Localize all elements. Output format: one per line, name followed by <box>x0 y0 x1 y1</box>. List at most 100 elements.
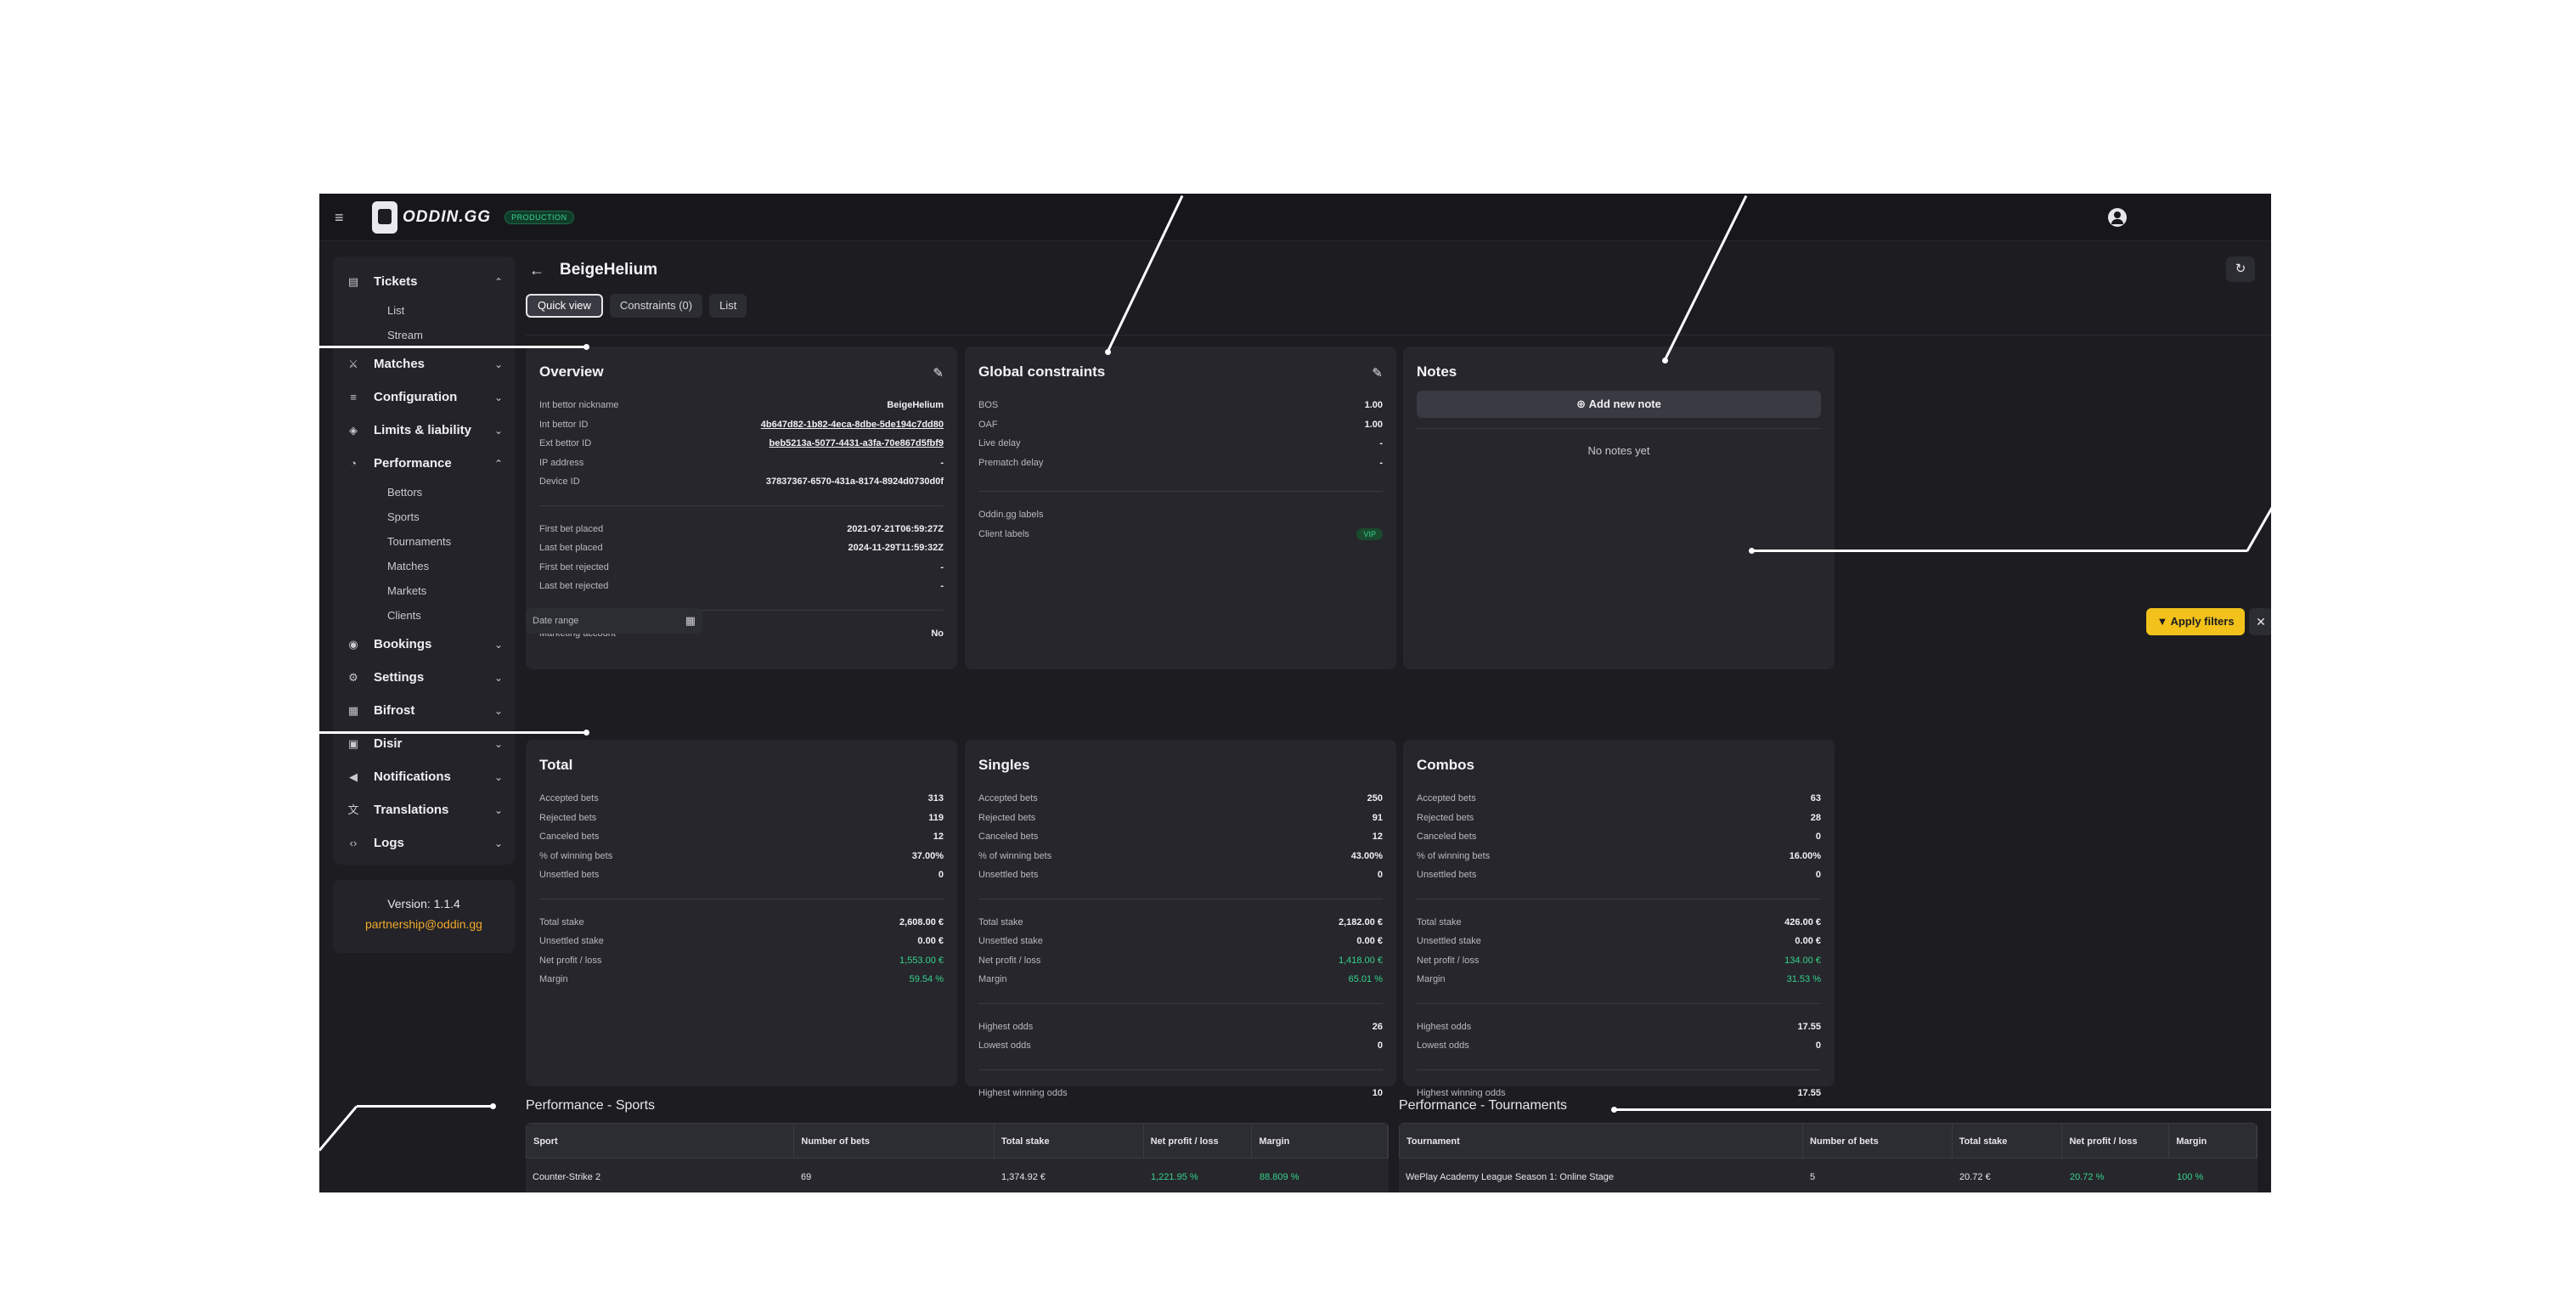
user-account-icon[interactable] <box>2108 208 2127 227</box>
sidebar-subitem-sports[interactable]: Sports <box>387 510 420 523</box>
sidebar-item-performance[interactable]: ◔ Performance ⌃ <box>333 447 515 480</box>
stats-card-title: Singles <box>978 757 1030 773</box>
notes-title: Notes <box>1417 364 1457 380</box>
back-arrow-icon[interactable]: ← <box>529 262 544 279</box>
environment-badge: PRODUCTION <box>504 211 574 224</box>
apply-filters-button[interactable]: ▼ Apply filters <box>2146 608 2245 635</box>
divider <box>539 609 944 611</box>
sidebar-item-label: Configuration <box>374 390 458 404</box>
info-value: - <box>940 561 944 572</box>
contact-email-link[interactable]: partnership@oddin.gg <box>365 917 482 931</box>
stat-row: Margin 31.53 % <box>1417 970 1821 989</box>
stat-label: % of winning bets <box>539 850 613 861</box>
stat-row: Unsettled bets 0 <box>539 865 944 885</box>
sidebar-item-limits-liability[interactable]: ◈ Limits & liability ⌄ <box>333 414 515 447</box>
sidebar-subitem-tournaments[interactable]: Tournaments <box>387 535 452 548</box>
info-label: Int bettor nickname <box>539 400 619 411</box>
add-note-button[interactable]: ⊕ Add new note <box>1417 391 1821 418</box>
gear-icon: ⚙ <box>348 670 358 684</box>
info-label: OAF <box>978 419 998 430</box>
tab-constraints[interactable]: Constraints (0) <box>609 294 703 318</box>
stat-label: Highest odds <box>978 1021 1034 1032</box>
sidebar-item-label: Settings <box>374 670 425 685</box>
column-header-number-of-bets[interactable]: Number of bets <box>1803 1124 1953 1158</box>
stat-label: Unsettled stake <box>978 936 1043 947</box>
stat-value: 0.00 € <box>1795 936 1821 947</box>
info-label: Ext bettor ID <box>539 438 592 449</box>
logo[interactable]: ODDIN.GG PRODUCTION <box>372 200 574 234</box>
divider <box>978 1002 1383 1004</box>
info-value: - <box>940 581 944 592</box>
stat-value: 0 <box>1377 870 1383 881</box>
sidebar-item-label: Limits & liability <box>374 423 472 437</box>
table-row[interactable]: WePlay Academy League Season 1: Online S… <box>1399 1159 2258 1192</box>
divider <box>978 491 1383 492</box>
stat-label: Rejected bets <box>539 812 597 823</box>
sidebar-item-matches[interactable]: ⚔ Matches ⌄ <box>333 347 515 381</box>
column-header-margin[interactable]: Margin <box>2169 1124 2257 1158</box>
stat-value: 119 <box>928 812 944 823</box>
sidebar-subitem-list[interactable]: List <box>387 304 405 317</box>
date-range-input[interactable]: Date range ▦ <box>526 608 702 634</box>
stat-label: Net profit / loss <box>539 955 602 966</box>
table-cell: WePlay Academy League Season 1: Online S… <box>1406 1172 1615 1182</box>
global-constraints-title: Global constraints <box>978 364 1106 380</box>
column-header-margin[interactable]: Margin <box>1252 1124 1388 1158</box>
sidebar-item-disir[interactable]: ▣ Disir ⌄ <box>333 727 515 760</box>
sidebar-item-bookings[interactable]: ◉ Bookings ⌄ <box>333 628 515 661</box>
stat-label: Unsettled stake <box>1417 936 1481 947</box>
stat-value: 1,553.00 € <box>899 955 944 966</box>
table-row[interactable]: Counter-Strike 2 69 1,374.92 € 1,221.95 % 88… <box>526 1159 1389 1192</box>
sidebar-item-configuration[interactable]: ≡ Configuration ⌄ <box>333 381 515 414</box>
stat-value: 12 <box>1372 832 1383 843</box>
sidebar-item-settings[interactable]: ⚙ Settings ⌄ <box>333 661 515 694</box>
column-header-net-profit-loss[interactable]: Net profit / loss <box>2062 1124 2170 1158</box>
singles-stats-card: Singles Accepted bets 250 Rejected bets 91 Ca… <box>965 740 1396 1098</box>
chevron-down-icon: ⌄ <box>493 704 503 717</box>
table-header: Tournament Number of bets Total stake Net p… <box>1399 1123 2258 1159</box>
edit-constraints-icon[interactable]: ✎ <box>1372 366 1383 381</box>
gauge-icon: ◔ <box>350 456 357 470</box>
callout-line <box>1751 549 2247 552</box>
sidebar-item-tickets[interactable]: ▤ Tickets ⌃ <box>333 265 515 298</box>
refresh-button[interactable]: ↻ <box>2226 257 2255 282</box>
sidebar-subitem-markets[interactable]: Markets <box>387 584 427 597</box>
info-row: Ext bettor ID beb5213a-5077-4431-a3fa-70e… <box>539 434 944 454</box>
tab-quick-view[interactable]: Quick view <box>526 294 603 318</box>
info-label: First bet placed <box>539 523 604 534</box>
column-header-total-stake[interactable]: Total stake <box>995 1124 1144 1158</box>
info-row: IP address - <box>539 454 944 473</box>
stat-value: 17.55 <box>1797 1021 1821 1032</box>
edit-overview-icon[interactable]: ✎ <box>933 366 944 381</box>
clear-filters-button[interactable]: ✕ <box>2249 608 2271 635</box>
info-value: No <box>931 628 944 639</box>
shield-icon: ◈ <box>349 423 358 437</box>
sidebar-subitem-matches[interactable]: Matches <box>387 560 430 572</box>
tab-list[interactable]: List <box>709 294 747 318</box>
sidebar-subitem-stream[interactable]: Stream <box>387 329 423 341</box>
sidebar-item-label: Bookings <box>374 637 432 651</box>
info-row: Last bet placed 2024-11-29T11:59:32Z <box>539 538 944 558</box>
stat-label: Margin <box>1417 974 1446 985</box>
sidebar-subitem-bettors[interactable]: Bettors <box>387 486 423 499</box>
column-header-net-profit-loss[interactable]: Net profit / loss <box>1144 1124 1253 1158</box>
sidebar-item-notifications[interactable]: ◀ Notifications ⌄ <box>333 760 515 793</box>
stat-value: 43.00% <box>1350 850 1383 861</box>
column-header-tournament[interactable]: Tournament <box>1400 1124 1804 1158</box>
info-label: Prematch delay <box>978 457 1044 468</box>
stat-label: Rejected bets <box>1417 812 1474 823</box>
sidebar-item-translations[interactable]: 文 Translations ⌄ <box>333 793 515 826</box>
sidebar-item-bifrost[interactable]: ▦ Bifrost ⌄ <box>333 694 515 727</box>
stat-row: % of winning bets 37.00% <box>539 847 944 866</box>
sidebar-item-logs[interactable]: ‹› Logs ⌄ <box>333 826 515 860</box>
chevron-down-icon: ⌄ <box>493 424 503 437</box>
info-value[interactable]: 4b647d82-1b82-4eca-8dbe-5de194c7dd80 <box>760 419 944 430</box>
info-value[interactable]: beb5213a-5077-4431-a3fa-70e867d5fbf9 <box>769 438 944 449</box>
column-header-total-stake[interactable]: Total stake <box>1953 1124 2063 1158</box>
column-header-sport[interactable]: Sport <box>527 1124 795 1158</box>
stat-row: Unsettled bets 0 <box>978 865 1383 885</box>
menu-collapse-icon[interactable]: ≡ <box>335 209 344 226</box>
sidebar-subitem-clients[interactable]: Clients <box>387 609 421 622</box>
column-header-number-of-bets[interactable]: Number of bets <box>794 1124 995 1158</box>
info-row: Last bet rejected - <box>539 577 944 596</box>
